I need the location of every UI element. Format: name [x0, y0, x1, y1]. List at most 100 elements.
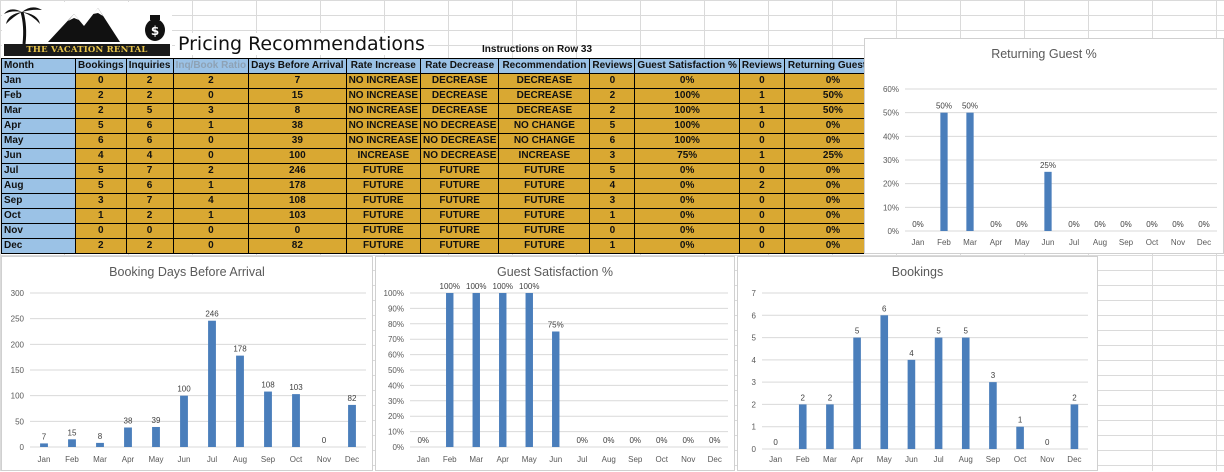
cell-returning-guest[interactable]: 0% [783, 163, 882, 179]
header-bookings[interactable]: Bookings [75, 58, 127, 74]
cell-bookings[interactable]: 0 [75, 223, 127, 239]
cell-recommendation[interactable]: FUTURE [498, 193, 591, 209]
cell-rate-decrease[interactable]: NO DECREASE [420, 118, 500, 134]
cell-returning-guest[interactable]: 50% [783, 103, 882, 119]
cell-bookings[interactable]: 5 [75, 178, 127, 194]
cell-guest-satisfaction[interactable]: 0% [634, 178, 740, 194]
cell-inq-book-ratio[interactable]: 4 [172, 193, 250, 209]
header-month[interactable]: Month [1, 58, 76, 74]
cell-bookings[interactable]: 2 [75, 238, 127, 254]
cell-month[interactable]: Jul [1, 163, 76, 179]
cell-recommendation[interactable]: DECREASE [498, 103, 591, 119]
cell-rate-increase[interactable]: NO INCREASE [345, 88, 422, 104]
cell-recommendation[interactable]: FUTURE [498, 178, 591, 194]
cell-reviews[interactable]: 1 [589, 208, 636, 224]
cell-inquiries[interactable]: 6 [125, 118, 174, 134]
cell-inquiries[interactable]: 2 [125, 73, 174, 89]
cell-reviews-2[interactable]: 0 [738, 118, 785, 134]
cell-recommendation[interactable]: FUTURE [498, 163, 591, 179]
guest-satisfaction-chart[interactable]: Guest Satisfaction % 0% 10% 20% 30% 40% 50% 60… [375, 256, 735, 471]
cell-month[interactable]: Jun [1, 148, 76, 164]
cell-inquiries[interactable]: 5 [125, 103, 174, 119]
cell-inq-book-ratio[interactable]: 0 [172, 133, 250, 149]
cell-rate-decrease[interactable]: DECREASE [420, 73, 500, 89]
cell-reviews[interactable]: 5 [589, 118, 636, 134]
cell-inq-book-ratio[interactable]: 3 [172, 103, 250, 119]
cell-rate-decrease[interactable]: FUTURE [420, 223, 500, 239]
cell-rate-increase[interactable]: FUTURE [345, 238, 422, 254]
bookings-chart[interactable]: Bookings 0 1 2 3 4 5 6 7 0 Jan 2 Feb 2 Mar 5 Apr 6 May 4 Ju… [737, 256, 1098, 471]
cell-days-before-arrival[interactable]: 100 [248, 148, 347, 164]
header-recommendation[interactable]: Recommendation [498, 58, 591, 74]
cell-days-before-arrival[interactable]: 15 [248, 88, 347, 104]
cell-days-before-arrival[interactable]: 178 [248, 178, 347, 194]
cell-days-before-arrival[interactable]: 39 [248, 133, 347, 149]
cell-reviews-2[interactable]: 1 [738, 88, 785, 104]
cell-inq-book-ratio[interactable]: 0 [172, 88, 250, 104]
cell-reviews[interactable]: 6 [589, 133, 636, 149]
cell-bookings[interactable]: 6 [75, 133, 127, 149]
cell-bookings[interactable]: 1 [75, 208, 127, 224]
cell-days-before-arrival[interactable]: 8 [248, 103, 347, 119]
cell-reviews[interactable]: 2 [589, 88, 636, 104]
cell-days-before-arrival[interactable]: 246 [248, 163, 347, 179]
cell-month[interactable]: Dec [1, 238, 76, 254]
cell-month[interactable]: Feb [1, 88, 76, 104]
cell-rate-increase[interactable]: INCREASE [345, 148, 422, 164]
header-rate-increase[interactable]: Rate Increase [345, 58, 422, 74]
cell-rate-decrease[interactable]: FUTURE [420, 163, 500, 179]
returning-guest-chart[interactable]: Returning Guest % 0% 10% 20% 30% 40% 50% 60% 0%… [864, 38, 1224, 254]
cell-days-before-arrival[interactable]: 82 [248, 238, 347, 254]
cell-reviews-2[interactable]: 0 [738, 193, 785, 209]
cell-days-before-arrival[interactable]: 38 [248, 118, 347, 134]
cell-guest-satisfaction[interactable]: 0% [634, 163, 740, 179]
cell-inquiries[interactable]: 2 [125, 208, 174, 224]
cell-inq-book-ratio[interactable]: 1 [172, 178, 250, 194]
cell-inq-book-ratio[interactable]: 1 [172, 118, 250, 134]
cell-guest-satisfaction[interactable]: 100% [634, 103, 740, 119]
cell-inquiries[interactable]: 6 [125, 133, 174, 149]
cell-returning-guest[interactable]: 0% [783, 73, 882, 89]
cell-reviews[interactable]: 3 [589, 148, 636, 164]
cell-month[interactable]: Nov [1, 223, 76, 239]
cell-recommendation[interactable]: DECREASE [498, 73, 591, 89]
cell-guest-satisfaction[interactable]: 0% [634, 238, 740, 254]
cell-days-before-arrival[interactable]: 108 [248, 193, 347, 209]
cell-bookings[interactable]: 0 [75, 73, 127, 89]
cell-rate-decrease[interactable]: FUTURE [420, 178, 500, 194]
cell-returning-guest[interactable]: 0% [783, 208, 882, 224]
header-guest-satisfaction[interactable]: Guest Satisfaction % [634, 58, 740, 74]
cell-rate-increase[interactable]: FUTURE [345, 223, 422, 239]
cell-rate-increase[interactable]: NO INCREASE [345, 103, 422, 119]
cell-bookings[interactable]: 2 [75, 88, 127, 104]
cell-reviews[interactable]: 1 [589, 238, 636, 254]
cell-days-before-arrival[interactable]: 7 [248, 73, 347, 89]
cell-rate-increase[interactable]: FUTURE [345, 193, 422, 209]
cell-inq-book-ratio[interactable]: 2 [172, 73, 250, 89]
header-inquiries[interactable]: Inquiries [125, 58, 174, 74]
header-reviews[interactable]: Reviews [589, 58, 636, 74]
cell-month[interactable]: Aug [1, 178, 76, 194]
cell-reviews-2[interactable]: 2 [738, 178, 785, 194]
cell-reviews[interactable]: 2 [589, 103, 636, 119]
cell-month[interactable]: May [1, 133, 76, 149]
cell-bookings[interactable]: 4 [75, 148, 127, 164]
cell-reviews[interactable]: 3 [589, 193, 636, 209]
cell-recommendation[interactable]: NO CHANGE [498, 133, 591, 149]
cell-bookings[interactable]: 5 [75, 163, 127, 179]
cell-returning-guest[interactable]: 25% [783, 148, 882, 164]
cell-reviews-2[interactable]: 1 [738, 148, 785, 164]
cell-rate-increase[interactable]: NO INCREASE [345, 118, 422, 134]
cell-recommendation[interactable]: NO CHANGE [498, 118, 591, 134]
cell-inq-book-ratio[interactable]: 2 [172, 163, 250, 179]
cell-inquiries[interactable]: 4 [125, 148, 174, 164]
cell-reviews-2[interactable]: 0 [738, 73, 785, 89]
cell-rate-increase[interactable]: NO INCREASE [345, 73, 422, 89]
cell-month[interactable]: Sep [1, 193, 76, 209]
cell-guest-satisfaction[interactable]: 100% [634, 118, 740, 134]
cell-bookings[interactable]: 5 [75, 118, 127, 134]
cell-reviews-2[interactable]: 0 [738, 133, 785, 149]
cell-recommendation[interactable]: DECREASE [498, 88, 591, 104]
cell-rate-increase[interactable]: NO INCREASE [345, 133, 422, 149]
cell-returning-guest[interactable]: 0% [783, 118, 882, 134]
